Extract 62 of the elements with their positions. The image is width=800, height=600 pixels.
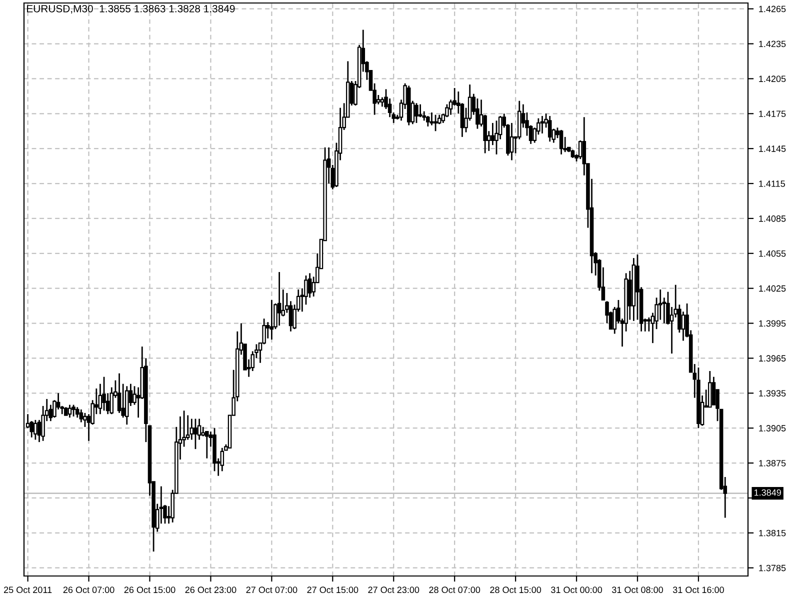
candlestick (430, 112, 434, 126)
candlestick (72, 404, 76, 418)
candlestick (190, 418, 194, 440)
candlestick (494, 120, 498, 156)
candlestick (34, 419, 38, 440)
candlestick (647, 316, 651, 332)
y-tick-label: 1.4235 (759, 40, 786, 48)
x-tick-label: 27 Oct 07:00 (246, 586, 298, 594)
candlestick (79, 408, 84, 423)
y-tick-label: 1.4055 (759, 250, 786, 257)
x-tick-label: 26 Oct 07:00 (63, 586, 114, 594)
candlestick (490, 122, 495, 146)
candlestick (376, 94, 380, 106)
y-tick-label: 1.4205 (759, 76, 786, 82)
candlestick (681, 310, 686, 342)
candlestick (102, 376, 106, 412)
candlestick (548, 115, 552, 142)
candlestick (414, 102, 418, 124)
candlestick (75, 406, 80, 418)
candlestick (117, 372, 122, 414)
y-tick-label: 1.3965 (759, 355, 786, 362)
x-tick-label: 31 Oct 08:00 (612, 586, 663, 594)
candlestick (712, 376, 716, 406)
x-tick-label: 26 Oct 23:00 (185, 586, 236, 594)
x-tick-label: 31 Oct 00:00 (551, 586, 602, 594)
candlestick (559, 129, 564, 156)
x-tick-label: 27 Oct 23:00 (368, 586, 420, 594)
y-tick-label: 1.3995 (759, 320, 786, 327)
candlestick (277, 271, 282, 326)
candlestick (540, 115, 544, 134)
candlestick (201, 426, 205, 437)
y-tick-label: 1.4145 (759, 146, 786, 152)
y-tick-label: 1.4265 (759, 6, 786, 12)
chart-title: EURUSD,M30 1.3855 1.3863 1.3828 1.3849 (27, 4, 235, 14)
candlestick (380, 96, 384, 108)
x-tick-label: 31 Oct 16:00 (672, 586, 724, 594)
y-tick-label: 1.3875 (759, 460, 786, 466)
x-tick-label: 28 Oct 15:00 (490, 586, 542, 594)
candlestick (205, 430, 209, 460)
y-tick-label: 1.4085 (759, 215, 786, 222)
candlestick (220, 447, 224, 472)
candlestick (270, 299, 274, 340)
candlestick (426, 115, 430, 128)
y-tick-label: 1.3815 (759, 530, 786, 536)
candlestick (510, 122, 514, 161)
y-tick-label: 1.4025 (759, 285, 786, 292)
candlestick (83, 412, 87, 428)
candlestick (68, 404, 72, 418)
y-tick-label: 1.3785 (759, 564, 786, 572)
x-tick-label: 27 Oct 15:00 (307, 586, 358, 594)
y-tick-label: 1.4175 (759, 110, 786, 117)
candlestick (434, 114, 438, 132)
y-tick-label: 1.4115 (759, 180, 785, 187)
y-tick-label: 1.3905 (759, 425, 786, 432)
x-tick-label: 25 Oct 2011 (4, 586, 52, 594)
y-tick-label: 1.3935 (759, 390, 786, 397)
candlestick (418, 104, 422, 118)
candlestick (476, 98, 480, 130)
ref-line-label: 1.3849 (754, 489, 781, 496)
candlestick (194, 418, 198, 450)
x-tick-label: 26 Oct 15:00 (124, 586, 176, 594)
x-tick-label: 28 Oct 07:00 (429, 586, 480, 594)
